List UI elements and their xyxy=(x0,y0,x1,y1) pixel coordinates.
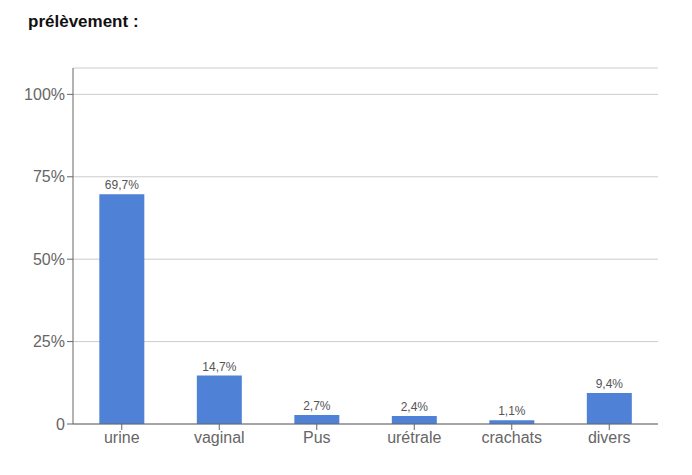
svg-text:1,1%: 1,1% xyxy=(498,404,526,418)
svg-text:50%: 50% xyxy=(33,251,65,268)
svg-text:urine: urine xyxy=(104,429,140,446)
svg-text:0: 0 xyxy=(56,416,65,433)
svg-text:vaginal: vaginal xyxy=(194,429,245,446)
svg-text:Pus: Pus xyxy=(303,429,331,446)
svg-text:69,7%: 69,7% xyxy=(105,178,139,192)
svg-text:crachats: crachats xyxy=(482,429,542,446)
svg-text:100%: 100% xyxy=(24,86,65,103)
svg-text:divers: divers xyxy=(588,429,631,446)
svg-text:14,7%: 14,7% xyxy=(202,360,236,374)
svg-text:urétrale: urétrale xyxy=(387,429,441,446)
svg-text:2,4%: 2,4% xyxy=(401,400,429,414)
svg-text:25%: 25% xyxy=(33,333,65,350)
svg-text:9,4%: 9,4% xyxy=(596,377,624,391)
svg-text:75%: 75% xyxy=(33,168,65,185)
html-text:prélèvement :: prélèvement : xyxy=(28,12,139,31)
svg-text:2,7%: 2,7% xyxy=(303,399,331,413)
